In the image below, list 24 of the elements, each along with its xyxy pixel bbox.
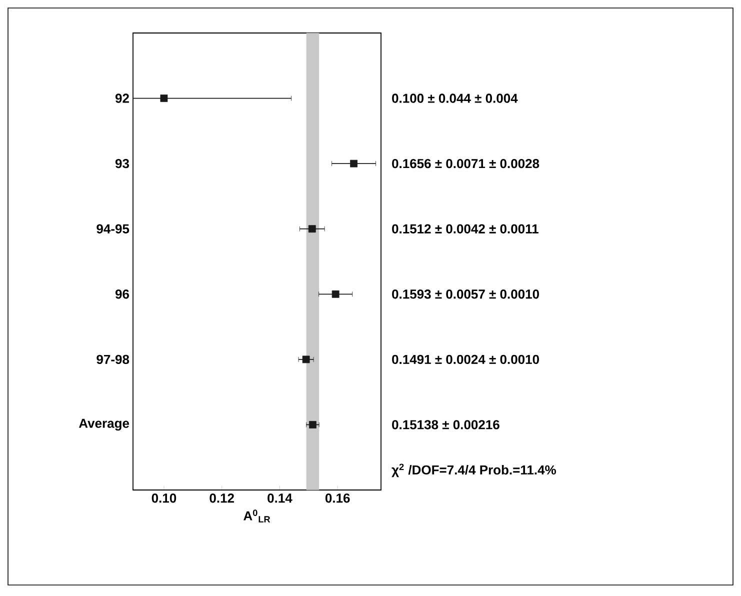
text: 0.1656 ± 0.0071 ± 0.0028 [392, 158, 540, 168]
x-tick-label: 0.12 [210, 494, 234, 503]
point [308, 225, 316, 233]
y-tick-label: 92 [115, 94, 129, 103]
x-tick-label: 0.16 [325, 494, 350, 503]
y-tick-label: 96 [115, 290, 129, 299]
y-tick-label: Average [78, 418, 130, 431]
y-tick-label: 94-95 [96, 224, 130, 234]
point [302, 356, 310, 364]
text: 0.15138 ± 0.00216 [392, 420, 500, 430]
x-tick-label: 0.14 [268, 494, 292, 503]
text: 0.1491 ± 0.0024 ± 0.0010 [392, 354, 539, 364]
point [350, 160, 358, 168]
y-tick-label: 93 [115, 158, 129, 168]
x-axis-title: A$^{0}$LR [244, 510, 270, 522]
text: 0.100 ± 0.044 ± 0.004 [392, 94, 518, 103]
text: 0.1593 ± 0.0057 ± 0.0010 [392, 290, 539, 299]
y-tick-label: 97-98 [96, 354, 130, 364]
point [309, 421, 316, 428]
x-tick-label: 0.10 [152, 494, 176, 503]
point [160, 94, 168, 102]
text: χ$^{2}$ /DOF=7.4/4 Prob.=11.4% [392, 464, 556, 478]
text: 0.1512 ± 0.0042 ± 0.0011 [392, 224, 538, 234]
point [332, 290, 340, 298]
